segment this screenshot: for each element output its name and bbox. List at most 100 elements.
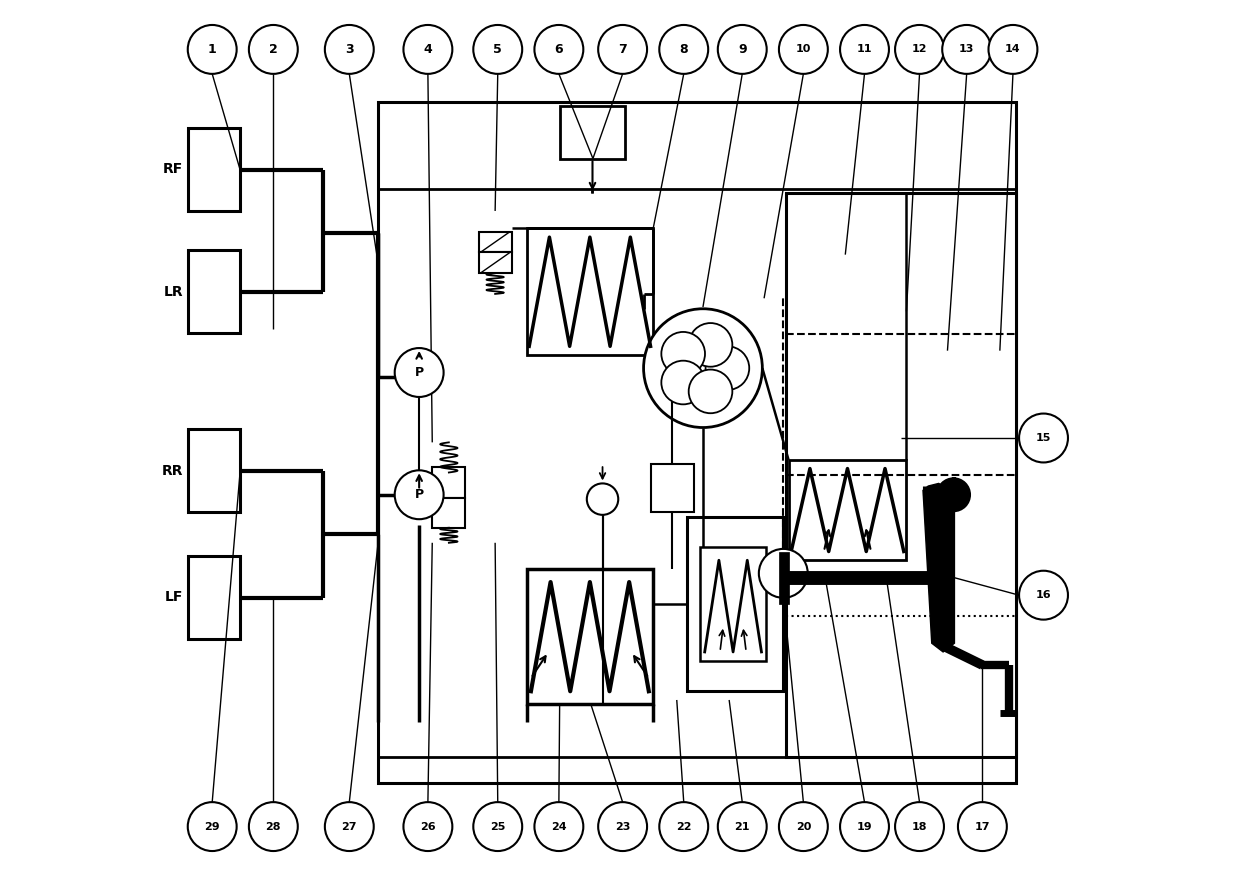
Circle shape <box>1019 571 1068 619</box>
Circle shape <box>661 332 706 376</box>
Text: 16: 16 <box>1035 590 1052 600</box>
Circle shape <box>644 308 763 427</box>
Bar <box>528 207 760 377</box>
Polygon shape <box>923 484 955 652</box>
Circle shape <box>534 25 583 74</box>
Text: 9: 9 <box>738 43 746 56</box>
Circle shape <box>706 346 749 390</box>
Text: RR: RR <box>162 463 184 477</box>
Text: 15: 15 <box>1035 433 1052 443</box>
Text: W: W <box>626 479 640 492</box>
Bar <box>779 552 790 604</box>
Circle shape <box>187 25 237 74</box>
Circle shape <box>779 25 828 74</box>
Circle shape <box>660 802 708 851</box>
Circle shape <box>688 370 733 413</box>
Circle shape <box>688 323 733 367</box>
Text: 10: 10 <box>796 45 811 54</box>
Bar <box>651 464 694 512</box>
Bar <box>527 229 653 355</box>
Circle shape <box>587 484 619 515</box>
Text: 3: 3 <box>345 43 353 56</box>
Circle shape <box>661 361 706 405</box>
Bar <box>433 498 465 527</box>
Text: 11: 11 <box>857 45 872 54</box>
Bar <box>687 517 784 691</box>
Circle shape <box>895 802 944 851</box>
Circle shape <box>718 802 766 851</box>
Bar <box>789 460 906 561</box>
Text: RF: RF <box>164 162 184 176</box>
Circle shape <box>249 802 298 851</box>
Text: LF: LF <box>165 590 184 604</box>
Bar <box>187 556 241 639</box>
Circle shape <box>474 802 522 851</box>
Circle shape <box>394 348 444 397</box>
Bar <box>764 299 952 451</box>
Circle shape <box>325 802 373 851</box>
Text: 24: 24 <box>551 822 567 831</box>
Bar <box>786 194 1016 757</box>
Bar <box>378 102 1016 783</box>
Bar <box>479 252 512 273</box>
Text: 18: 18 <box>911 822 928 831</box>
Circle shape <box>942 25 991 74</box>
Text: 1: 1 <box>208 43 217 56</box>
Bar <box>701 548 766 661</box>
Text: 5: 5 <box>494 43 502 56</box>
Text: 14: 14 <box>1006 45 1021 54</box>
Circle shape <box>718 25 766 74</box>
Text: 2: 2 <box>269 43 278 56</box>
Text: 4: 4 <box>424 43 433 56</box>
Text: 22: 22 <box>676 822 692 831</box>
Text: 25: 25 <box>490 822 506 831</box>
Circle shape <box>959 802 1007 851</box>
Text: P: P <box>414 366 424 379</box>
Text: 21: 21 <box>734 822 750 831</box>
Bar <box>479 231 512 252</box>
Circle shape <box>660 25 708 74</box>
Circle shape <box>187 802 237 851</box>
Circle shape <box>988 25 1038 74</box>
Text: P: P <box>414 488 424 501</box>
Circle shape <box>839 25 889 74</box>
Circle shape <box>403 25 453 74</box>
Circle shape <box>1019 413 1068 463</box>
Circle shape <box>394 470 444 519</box>
Circle shape <box>936 477 971 512</box>
Circle shape <box>839 802 889 851</box>
Text: 8: 8 <box>680 43 688 56</box>
Text: 26: 26 <box>420 822 435 831</box>
Circle shape <box>779 802 828 851</box>
Text: LR: LR <box>164 285 184 299</box>
Text: 27: 27 <box>341 822 357 831</box>
Text: 23: 23 <box>615 822 630 831</box>
Circle shape <box>534 802 583 851</box>
Bar <box>187 251 241 333</box>
Bar <box>528 561 764 713</box>
Text: 20: 20 <box>796 822 811 831</box>
Text: S: S <box>779 567 787 580</box>
Circle shape <box>403 802 453 851</box>
Text: 7: 7 <box>619 43 627 56</box>
Text: 19: 19 <box>857 822 872 831</box>
Bar <box>187 128 241 211</box>
Circle shape <box>325 25 373 74</box>
Bar <box>527 569 653 704</box>
Circle shape <box>759 549 807 597</box>
Circle shape <box>598 25 647 74</box>
Circle shape <box>249 25 298 74</box>
Bar <box>397 403 777 722</box>
Text: ECU: ECU <box>873 400 906 415</box>
Text: 12: 12 <box>911 45 928 54</box>
Text: 6: 6 <box>554 43 563 56</box>
Bar <box>559 106 625 159</box>
Text: 28: 28 <box>265 822 281 831</box>
Text: 29: 29 <box>205 822 219 831</box>
Text: 13: 13 <box>959 45 975 54</box>
Bar <box>397 189 777 390</box>
Bar <box>433 468 465 498</box>
Circle shape <box>895 25 944 74</box>
Bar <box>187 429 241 512</box>
Circle shape <box>474 25 522 74</box>
